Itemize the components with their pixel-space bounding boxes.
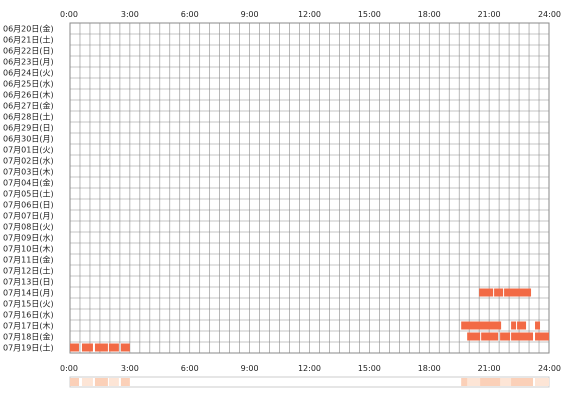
row-label: 06月21日(土) [3,35,54,45]
row-label: 07月11日(金) [3,255,54,265]
activity-bar [108,343,119,352]
row-label: 06月23日(月) [3,58,54,67]
row-label: 06月22日(日) [3,47,54,56]
x-tick-label-bottom: 24:00 [538,364,561,373]
x-tick-label-top: 21:00 [478,10,501,19]
row-label: 07月03日(木) [3,167,54,177]
x-tick-label-bottom: 12:00 [298,364,321,373]
x-tick-label-top: 18:00 [418,10,441,19]
x-tick-label-bottom: 18:00 [418,364,441,373]
x-tick-label-top: 24:00 [538,10,561,19]
x-tick-label-bottom: 9:00 [241,364,259,373]
row-label: 07月14日(月) [3,289,54,298]
activity-bar [504,288,532,297]
activity-bar [535,332,549,341]
row-label: 07月13日(日) [3,278,54,287]
summary-segment [535,378,549,386]
x-tick-label-bottom: 15:00 [358,364,381,373]
row-label: 06月25日(水) [3,79,54,89]
row-label: 07月08日(火) [3,223,54,232]
row-label: 06月26日(木) [3,90,54,100]
row-label: 06月30日(月) [3,135,54,144]
x-tick-label-top: 0:00 [60,10,78,19]
activity-bar [500,332,511,341]
activity-bar [535,321,541,330]
row-label: 07月06日(日) [3,201,54,210]
row-label: 07月04日(金) [3,178,54,188]
row-label: 07月16日(水) [3,310,54,320]
row-label: 07月17日(木) [3,321,54,331]
summary-segment [467,378,481,386]
activity-bar [511,321,517,330]
summary-segment [81,378,93,386]
summary-segment [120,378,130,386]
row-label: 07月19日(土) [3,343,54,353]
row-label: 07月15日(火) [3,300,54,309]
row-label: 07月01日(火) [3,146,54,155]
activity-bar [120,343,130,352]
row-label: 06月27日(金) [3,101,54,111]
summary-segment [511,378,534,386]
x-tick-label-top: 12:00 [298,10,321,19]
summary-segment [500,378,511,386]
row-label: 07月18日(金) [3,332,54,342]
x-tick-label-bottom: 21:00 [478,364,501,373]
x-tick-label-top: 3:00 [121,10,139,19]
row-label: 07月10日(木) [3,244,54,254]
row-label: 07月12日(土) [3,266,54,276]
row-label: 06月28日(土) [3,112,54,122]
activity-bar [94,343,108,352]
activity-bar [467,332,481,341]
activity-bar [511,332,534,341]
row-label: 07月07日(月) [3,212,54,221]
x-tick-label-top: 15:00 [358,10,381,19]
activity-bar [479,288,494,297]
activity-bar [461,321,502,330]
row-label: 06月24日(火) [3,69,54,78]
row-label: 07月05日(土) [3,189,54,199]
row-label: 07月02日(水) [3,156,54,166]
x-tick-label-bottom: 3:00 [121,364,139,373]
summary-segment [94,378,108,386]
summary-segment [481,378,499,386]
row-label: 06月29日(日) [3,124,54,133]
activity-bar [481,332,499,341]
summary-segment [108,378,119,386]
x-tick-label-bottom: 0:00 [60,364,78,373]
row-label: 06月20日(金) [3,24,54,34]
activity-bar [81,343,93,352]
x-tick-label-top: 6:00 [181,10,199,19]
summary-segment [70,378,79,386]
x-tick-label-top: 9:00 [241,10,259,19]
activity-bar [494,288,504,297]
row-label: 07月09日(水) [3,233,54,243]
activity-bar [70,343,79,352]
x-tick-label-bottom: 6:00 [181,364,199,373]
activity-bar [517,321,527,330]
